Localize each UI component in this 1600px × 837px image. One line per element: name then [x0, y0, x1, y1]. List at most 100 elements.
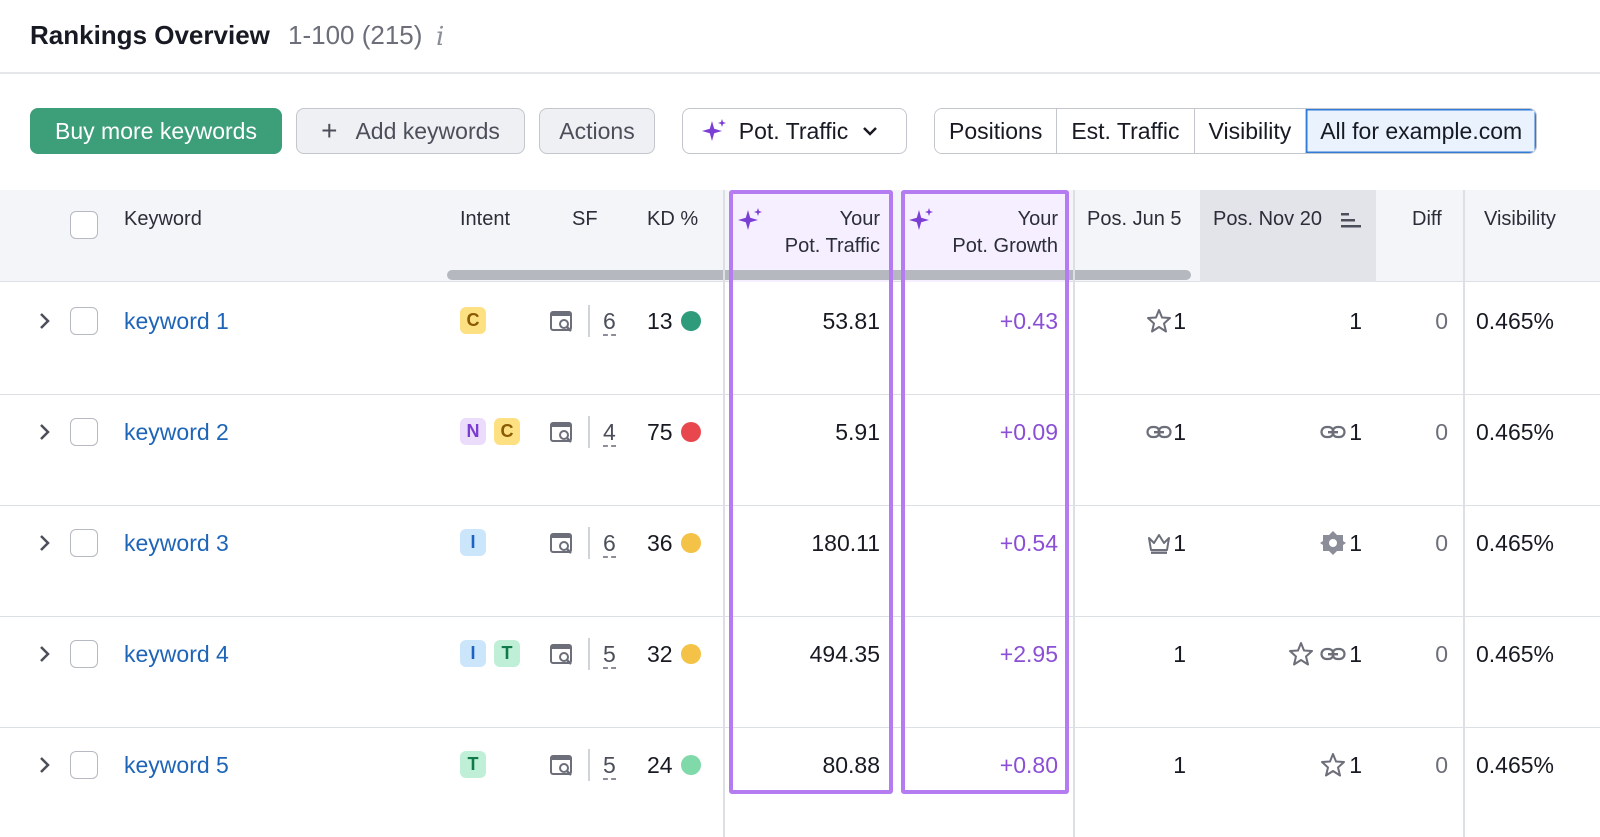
segment-all-for-domain[interactable]: All for example.com [1306, 109, 1537, 153]
column-header-sf[interactable]: SF [572, 208, 598, 230]
column-header-keyword[interactable]: Keyword [124, 208, 202, 230]
intent-badge[interactable]: N [460, 418, 486, 445]
chevron-right-icon[interactable] [38, 528, 52, 558]
table-header: Keyword Intent SF KD % Your Pot. Traffic… [0, 190, 1600, 282]
table-row: keyword 3 I 6 36 180.11 +0.54 1 1 0 0.465% [0, 506, 1600, 617]
column-header-pot-growth[interactable]: Your Pot. Growth [930, 206, 1058, 260]
diff-value: 0 [1435, 308, 1448, 334]
column-header-pos-nov[interactable]: Pos. Nov 20 [1213, 208, 1322, 230]
sorted-column-bg [1200, 190, 1376, 282]
diff-value: 0 [1435, 530, 1448, 556]
intent-badge[interactable]: T [460, 751, 486, 778]
serp-features-icon[interactable] [549, 530, 575, 556]
link-icon[interactable] [1320, 641, 1346, 667]
pot-traffic-value: 80.88 [822, 752, 880, 778]
serp-features-count[interactable]: 5 [603, 641, 616, 669]
sort-icon[interactable] [1340, 210, 1362, 230]
kd-indicator-dot [681, 755, 701, 775]
star-icon[interactable] [1146, 308, 1172, 334]
intent-badge[interactable]: T [494, 640, 520, 667]
chevron-right-icon[interactable] [38, 417, 52, 447]
plus-icon: + [321, 115, 338, 146]
link-icon[interactable] [1146, 419, 1172, 445]
row-checkbox[interactable] [70, 640, 98, 668]
column-header-intent[interactable]: Intent [460, 208, 511, 230]
serp-features-icon[interactable] [549, 419, 575, 445]
intent-badge[interactable]: C [494, 418, 520, 445]
table-row: keyword 1 C 6 13 53.81 +0.43 1 1 0 0.465% [0, 284, 1600, 395]
pot-traffic-dropdown[interactable]: Pot. Traffic [682, 108, 907, 154]
sf-separator [588, 305, 590, 337]
actions-label: Actions [559, 117, 635, 144]
kd-value: 36 [647, 530, 673, 556]
link-icon[interactable] [1320, 419, 1346, 445]
toolbar: Buy more keywords + Add keywords Actions… [0, 104, 1600, 154]
keyword-link[interactable]: keyword 4 [124, 641, 229, 667]
actions-button[interactable]: Actions [539, 108, 655, 154]
kd-value: 13 [647, 308, 673, 334]
segment-est-traffic[interactable]: Est. Traffic [1057, 109, 1195, 153]
star-icon[interactable] [1320, 752, 1346, 778]
pos-nov-value: 1 [1349, 752, 1362, 778]
pos-nov-value: 1 [1349, 641, 1362, 667]
star-icon[interactable] [1288, 641, 1314, 667]
visibility-value: 0.465% [1476, 308, 1555, 334]
serp-features-count[interactable]: 4 [603, 419, 616, 447]
buy-more-keywords-label: Buy more keywords [55, 117, 257, 144]
pot-traffic-header-line1: Your [839, 208, 880, 230]
info-icon[interactable]: i [436, 22, 445, 52]
intent-badge[interactable]: C [460, 307, 486, 334]
serp-features-count[interactable]: 6 [603, 530, 616, 558]
serp-features-icon[interactable] [549, 641, 575, 667]
intent-badge[interactable]: I [460, 529, 486, 556]
column-header-diff[interactable]: Diff [1412, 208, 1442, 230]
table-row: keyword 4 I T 5 32 494.35 +2.95 1 1 0 0.465% [0, 617, 1600, 728]
kd-indicator-dot [681, 644, 701, 664]
keyword-link[interactable]: keyword 1 [124, 308, 229, 334]
segment-positions[interactable]: Positions [935, 109, 1058, 153]
pot-growth-value: +2.95 [999, 641, 1058, 667]
sparkle-icon [909, 208, 933, 230]
kd-indicator-dot [681, 533, 701, 553]
pos-jun-value: 1 [1173, 530, 1186, 556]
horizontal-scrollbar[interactable] [447, 270, 1191, 280]
buy-more-keywords-button[interactable]: Buy more keywords [30, 108, 282, 154]
crown-icon[interactable] [1146, 530, 1172, 556]
column-header-pot-traffic[interactable]: Your Pot. Traffic [760, 206, 880, 260]
row-checkbox[interactable] [70, 307, 98, 335]
add-keywords-button[interactable]: + Add keywords [296, 108, 525, 154]
serp-features-count[interactable]: 5 [603, 752, 616, 780]
keyword-link[interactable]: keyword 5 [124, 752, 229, 778]
row-checkbox[interactable] [70, 751, 98, 779]
row-checkbox[interactable] [70, 529, 98, 557]
pot-growth-header-bg [905, 190, 1069, 282]
column-header-visibility[interactable]: Visibility [1484, 208, 1556, 230]
intent-badge[interactable]: I [460, 640, 486, 667]
kd-value: 24 [647, 752, 673, 778]
sf-separator [588, 416, 590, 448]
pos-jun-value: 1 [1173, 641, 1186, 667]
pos-jun-value: 1 [1173, 752, 1186, 778]
sf-separator [588, 749, 590, 781]
page-title: Rankings Overview [30, 20, 270, 50]
view-segmented-control: Positions Est. Traffic Visibility All fo… [934, 108, 1538, 154]
badge-icon[interactable] [1320, 530, 1346, 556]
select-all-checkbox[interactable] [70, 211, 98, 239]
column-header-pos-jun[interactable]: Pos. Jun 5 [1087, 208, 1182, 230]
sf-separator [588, 638, 590, 670]
segment-visibility[interactable]: Visibility [1194, 109, 1307, 153]
serp-features-count[interactable]: 6 [603, 308, 616, 336]
table-row: keyword 2 N C 4 75 5.91 +0.09 1 1 0 0.465% [0, 395, 1600, 506]
column-header-kd[interactable]: KD % [647, 208, 699, 230]
chevron-right-icon[interactable] [38, 639, 52, 669]
chevron-right-icon[interactable] [38, 750, 52, 780]
keyword-link[interactable]: keyword 2 [124, 419, 229, 445]
pot-traffic-header-bg [733, 190, 889, 282]
chevron-right-icon[interactable] [38, 306, 52, 336]
kd-indicator-dot [681, 422, 701, 442]
keyword-link[interactable]: keyword 3 [124, 530, 229, 556]
column-divider [1463, 190, 1465, 837]
serp-features-icon[interactable] [549, 308, 575, 334]
serp-features-icon[interactable] [549, 752, 575, 778]
row-checkbox[interactable] [70, 418, 98, 446]
